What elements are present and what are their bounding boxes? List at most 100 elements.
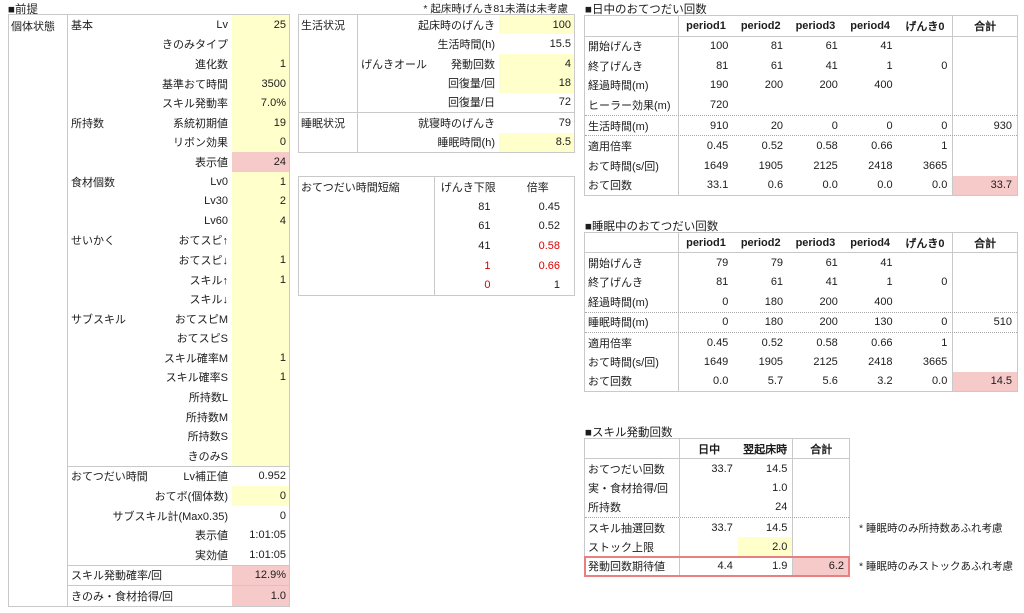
table-row: 生活状況 起床時のげんき 100	[299, 15, 574, 35]
table-row: ストック上限 2.0	[585, 537, 849, 557]
input-cell[interactable]: 18	[499, 73, 574, 93]
input-cell[interactable]	[232, 446, 289, 466]
value-cell: 41	[825, 276, 838, 289]
input-cell[interactable]	[232, 230, 289, 251]
table-row: せいかく おてスピ↑	[68, 230, 289, 251]
value-cell: 0	[941, 316, 948, 329]
section-label-cell	[299, 275, 435, 296]
value-cell: 200	[819, 79, 838, 92]
input-cell[interactable]: 4	[499, 53, 574, 74]
col-header: period3	[795, 19, 836, 32]
row-label: おてスピM	[174, 313, 228, 326]
value-cell: 0.52	[761, 336, 784, 349]
value-cell	[952, 292, 1017, 312]
table-row: 終了げんき 81 61 41 1 0	[585, 272, 1017, 293]
corner-cell	[585, 233, 679, 253]
row-label: 起床時のげんき	[418, 19, 495, 32]
value-cell: 0.45	[538, 200, 560, 213]
value-cell: 61	[478, 220, 491, 233]
input-cell[interactable]: 19	[232, 112, 289, 133]
input-cell[interactable]	[232, 426, 289, 447]
table-row: 開始げんき 100 81 61 41	[585, 36, 1017, 57]
table-row: 表示値 1:01:05	[68, 525, 289, 545]
value-cell: 24	[775, 501, 788, 514]
table-header-row: 日中 翌起床時 合計	[585, 439, 849, 460]
input-cell[interactable]: 1	[232, 367, 289, 388]
section-label-cell	[299, 53, 358, 74]
input-cell[interactable]: 1	[232, 54, 289, 74]
value-cell: 5.6	[822, 375, 838, 388]
row-label: 表示値	[195, 156, 228, 169]
row-label: 開始げんき	[585, 36, 679, 57]
group-label: げんきオール	[361, 58, 427, 71]
input-cell[interactable]: 1	[232, 250, 289, 270]
value-cell: 33.7	[711, 462, 733, 475]
table-row: おてつだい回数 33.7 14.5	[585, 459, 849, 479]
col-header: period2	[740, 236, 781, 249]
table-row: ヒーラー効果(m) 720	[585, 95, 1017, 115]
row-label: 睡眠時間(h)	[437, 137, 495, 150]
value-cell	[792, 478, 849, 498]
input-cell[interactable]: 8.5	[499, 132, 574, 152]
value-cell: 1905	[758, 355, 784, 368]
value-cell	[680, 537, 738, 556]
table-row: げんきオール 発動回数 4	[299, 53, 574, 74]
value-cell: 0	[941, 59, 948, 72]
value-cell: 81	[770, 40, 784, 53]
input-cell[interactable]: 1	[232, 269, 289, 290]
table-row: 適用倍率 0.45 0.52 0.58 0.66 1	[585, 332, 1017, 353]
input-cell[interactable]	[232, 289, 289, 309]
value-cell: 61	[770, 59, 784, 72]
col-header-multiplier: 倍率	[526, 181, 549, 194]
input-cell[interactable]	[232, 308, 289, 329]
input-cell[interactable]: 3500	[232, 73, 289, 94]
value-cell: 0.52	[761, 140, 784, 153]
table-row: おて回数 33.1 0.6 0.0 0.0 0.0 33.7	[585, 175, 1018, 196]
input-cell[interactable]: 4	[232, 210, 289, 231]
value-cell: 1	[484, 259, 491, 272]
col-header: period2	[740, 19, 781, 32]
section-title-premise: ■前提	[8, 4, 38, 16]
value-cell: 79	[716, 257, 729, 270]
row-label: 終了げんき	[585, 272, 679, 293]
row-label: スキル発動確率/回	[71, 570, 163, 583]
input-cell[interactable]: 2	[232, 191, 289, 211]
value-cell: 20	[770, 119, 784, 132]
input-cell[interactable]	[232, 328, 289, 349]
input-cell[interactable]	[232, 387, 289, 407]
value-cell: 0.45	[706, 336, 729, 349]
input-cell[interactable]: 0	[232, 486, 289, 506]
table-row: 回復量/日 72	[299, 92, 574, 113]
value-cell: 24	[232, 152, 289, 172]
input-cell[interactable]	[232, 406, 289, 427]
group-label: サブスキル	[71, 313, 126, 326]
row-label: 生活時間(m)	[585, 115, 679, 136]
row-label: 睡眠時間(m)	[585, 312, 679, 332]
input-cell[interactable]: 7.0%	[232, 93, 289, 113]
value-cell: 0.0	[932, 375, 948, 388]
row-label: おてスピS	[176, 333, 228, 346]
value-cell: 2125	[813, 159, 838, 172]
input-cell[interactable]: 25	[232, 15, 289, 35]
input-cell[interactable]: 1	[232, 171, 289, 192]
value-cell: 61	[770, 276, 784, 289]
value-cell: 0.0	[932, 179, 948, 192]
note-wake-energy: * 起床時げんき81未満は未考慮	[423, 3, 568, 15]
value-cell: 0.6	[767, 179, 784, 192]
row-label: おてスピ↓	[178, 254, 229, 267]
table-row: 経過時間(m) 0 180 200 400	[585, 292, 1017, 312]
row-label: 経過時間(m)	[585, 75, 679, 96]
input-cell[interactable]: 100	[499, 15, 574, 35]
value-cell: 1	[941, 140, 948, 153]
table-row: きのみ・食材拾得/回 1.0	[68, 585, 289, 606]
input-cell[interactable]: 0	[232, 132, 289, 153]
input-cell[interactable]: 1	[232, 348, 289, 368]
section-label-cell	[299, 236, 435, 256]
input-cell[interactable]	[232, 34, 289, 55]
row-label: おてボ(個体数)	[154, 491, 228, 504]
value-cell: 130	[874, 316, 893, 329]
input-cell[interactable]: 2.0	[737, 537, 793, 557]
value-cell: 1649	[703, 355, 729, 368]
group-label: 基本	[71, 19, 93, 32]
value-cell	[680, 479, 738, 498]
